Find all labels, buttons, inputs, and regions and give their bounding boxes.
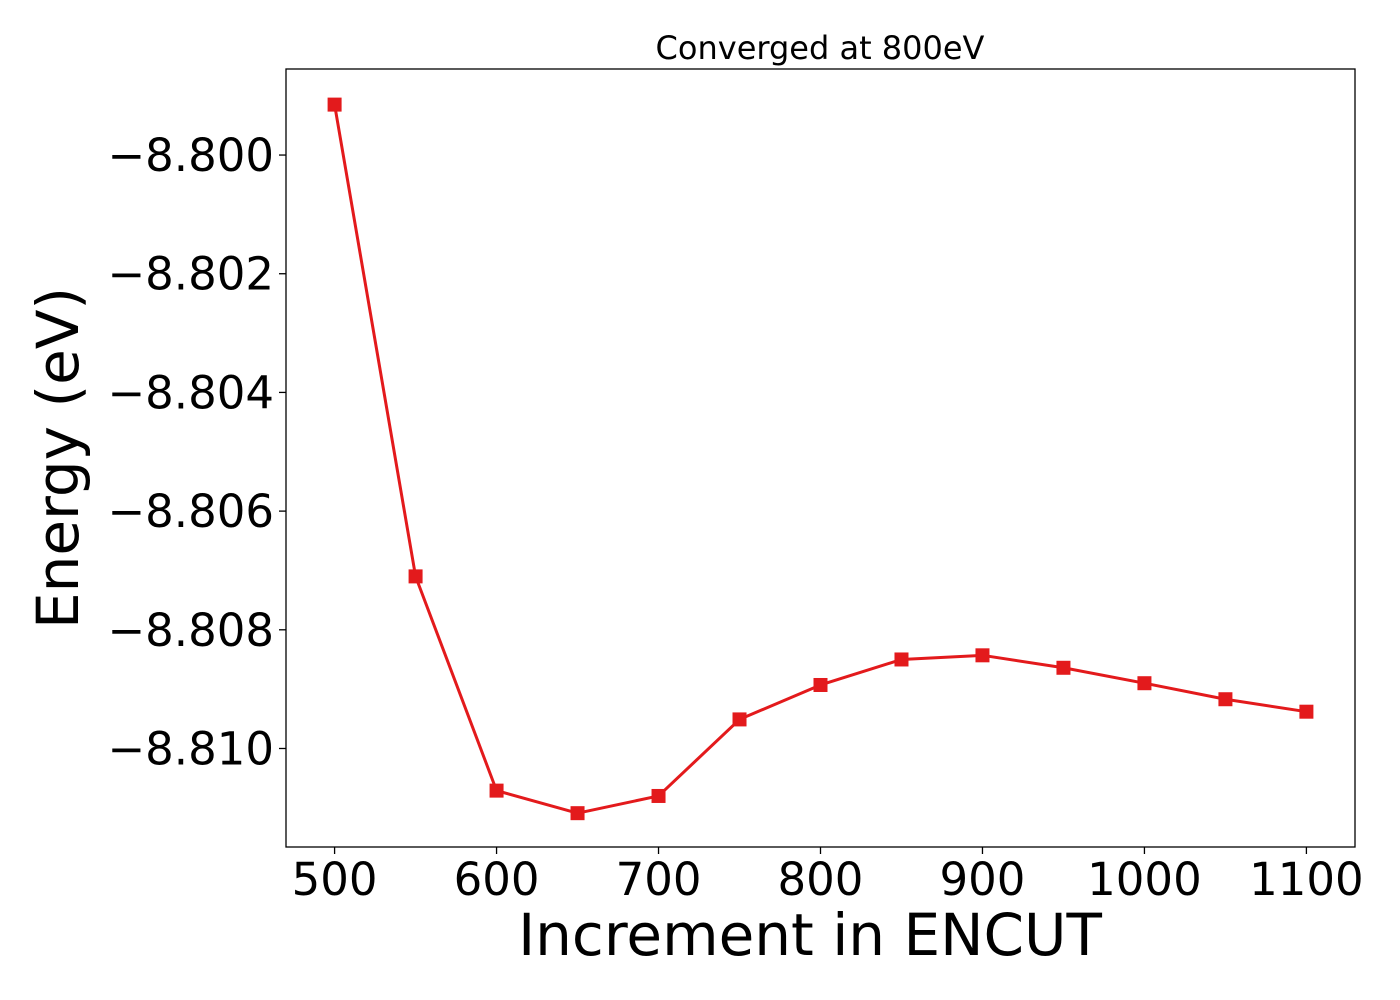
x-axis-ticks: 500 600 700 800 900 1000 1100 [292, 847, 1364, 906]
data-point [570, 806, 585, 821]
y-axis-label: Energy (eV) [24, 287, 92, 629]
data-point [894, 652, 909, 667]
x-tick-label: 800 [778, 853, 864, 906]
x-tick-label: 500 [292, 853, 378, 906]
series-layer [327, 97, 1314, 821]
data-point [489, 783, 504, 798]
x-tick-label: 700 [616, 853, 702, 906]
chart-title: Converged at 800eV [656, 29, 985, 67]
data-point [975, 648, 990, 663]
x-tick-label: 1100 [1249, 853, 1364, 906]
y-tick-label: −8.804 [107, 366, 274, 419]
data-point [327, 97, 342, 112]
y-tick-label: −8.810 [107, 722, 274, 775]
data-point [813, 677, 828, 692]
plot-area-frame [285, 68, 1356, 848]
data-point [651, 788, 666, 803]
data-point [1218, 692, 1233, 707]
data-point [1056, 660, 1071, 675]
x-tick-label: 1000 [1087, 853, 1202, 906]
y-tick-label: −8.800 [107, 129, 274, 182]
x-axis-label: Increment in ENCUT [518, 901, 1102, 969]
data-point [1299, 704, 1314, 719]
x-tick-label: 600 [454, 853, 540, 906]
x-tick-label: 900 [940, 853, 1026, 906]
data-point [732, 712, 747, 727]
y-axis-ticks: −8.800 −8.802 −8.804 −8.806 −8.808 −8.810 [107, 129, 286, 775]
data-point [408, 569, 423, 584]
y-tick-label: −8.806 [107, 485, 274, 538]
data-point [1137, 676, 1152, 691]
y-tick-label: −8.808 [107, 604, 274, 657]
y-tick-label: −8.802 [107, 248, 274, 301]
